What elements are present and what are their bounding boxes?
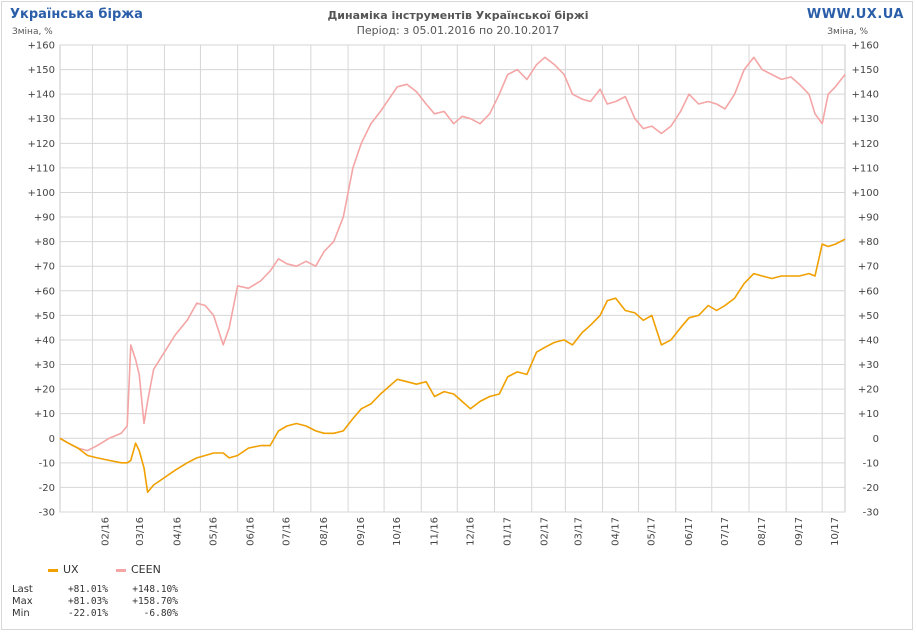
x-tick-label: 12/16 (465, 517, 476, 546)
y-tick-label-right: +90 (858, 213, 879, 224)
x-tick-label: 06/16 (246, 517, 257, 546)
y-tick-label-right: +160 (852, 41, 879, 52)
y-tick-label: -30 (39, 508, 55, 519)
y-tick-label: +160 (28, 41, 55, 52)
x-tick-label: 08/17 (757, 517, 768, 546)
y-tick-label-right: +50 (858, 311, 879, 322)
y-tick-label: +130 (28, 114, 55, 125)
x-tick-label: 07/16 (282, 517, 293, 546)
y-tick-label-right: -10 (863, 458, 879, 469)
y-tick-labels-right: +160+150+140+130+120+110+100+90+80+70+60… (852, 41, 879, 519)
plot-area (59, 44, 846, 513)
y-tick-labels-left: +160+150+140+130+120+110+100+90+80+70+60… (28, 41, 55, 519)
y-unit-left: Зміна, % (12, 27, 53, 37)
y-tick-label: +150 (28, 65, 55, 76)
y-tick-label: +100 (28, 188, 55, 199)
y-tick-label-right: -20 (863, 483, 879, 494)
grid-lines (59, 44, 846, 513)
stats-label: Last (12, 584, 33, 595)
stats-label: Max (12, 596, 33, 607)
x-tick-labels: 02/16 03/16 04/16 05/16 06/16 07/16 08/16 09/16… (100, 517, 841, 546)
y-tick-label: +50 (34, 311, 55, 322)
x-tick-label: 02/16 (100, 517, 111, 546)
y-tick-label: +20 (34, 385, 55, 396)
legend-item-ux[interactable]: UX (48, 563, 79, 576)
x-tick-label: 07/17 (720, 517, 731, 546)
x-tick-label: 03/17 (573, 517, 584, 546)
y-tick-label-right: 0 (873, 434, 879, 445)
y-tick-label-right: +20 (858, 385, 879, 396)
x-tick-label: 04/17 (611, 517, 622, 546)
x-tick-label: 02/17 (540, 517, 551, 546)
y-tick-label: +40 (34, 335, 55, 346)
series-lines (59, 56, 846, 494)
legend-swatch-ux (48, 568, 58, 572)
y-tick-label-right: +150 (852, 65, 879, 76)
y-tick-label-right: +130 (852, 114, 879, 125)
y-tick-label-right: +70 (858, 262, 879, 273)
stats-value-ceen: -6.80% (143, 608, 178, 619)
stats-value-ux: -22.01% (67, 608, 108, 619)
legend-label-ceen: CEEN (131, 563, 161, 576)
x-tick-label: 09/16 (356, 517, 367, 546)
y-tick-label: +70 (34, 262, 55, 273)
x-tick-label: 11/16 (429, 517, 440, 546)
y-tick-label-right: +110 (852, 163, 879, 174)
stats-value-ceen: +148.10% (132, 584, 178, 595)
y-tick-label: 0 (49, 434, 55, 445)
y-tick-label: -20 (39, 483, 55, 494)
y-tick-label: +60 (34, 286, 55, 297)
x-tick-label: 05/17 (647, 517, 658, 546)
x-tick-label: 06/17 (684, 517, 695, 546)
legend-swatch-ceen (116, 568, 126, 572)
legend-item-ceen[interactable]: CEEN (116, 563, 161, 576)
stats-value-ceen: +158.70% (132, 596, 178, 607)
y-tick-label: -10 (39, 458, 55, 469)
site-link[interactable]: WWW.UX.UA (806, 7, 904, 22)
y-tick-label-right: +140 (852, 90, 879, 101)
y-tick-label: +10 (34, 409, 55, 420)
chart-title: Динаміка інструментів Української біржі (327, 9, 589, 22)
brand-title[interactable]: Українська біржа (10, 7, 143, 22)
stats-value-ux: +81.01% (67, 584, 108, 595)
chart-period: Період: з 05.01.2016 по 20.10.2017 (356, 24, 560, 37)
legend-label-ux: UX (63, 563, 79, 576)
series-line-ux (59, 238, 846, 494)
y-tick-label-right: +100 (852, 188, 879, 199)
x-tick-label: 09/17 (794, 517, 805, 546)
x-tick-label: 04/16 (172, 517, 183, 546)
x-tick-label: 01/17 (503, 517, 514, 546)
y-tick-label-right: -30 (863, 508, 879, 519)
y-tick-label: +120 (28, 139, 55, 150)
y-tick-label-right: +10 (858, 409, 879, 420)
y-tick-label-right: +30 (858, 360, 879, 371)
y-tick-label: +80 (34, 237, 55, 248)
stats-label: Min (12, 608, 30, 619)
y-tick-label-right: +80 (858, 237, 879, 248)
y-tick-label: +90 (34, 213, 55, 224)
x-tick-label: 03/16 (135, 517, 146, 546)
y-tick-label: +140 (28, 90, 55, 101)
x-tick-label: 08/16 (319, 517, 330, 546)
y-unit-right: Зміна, % (827, 27, 868, 37)
y-tick-label: +30 (34, 360, 55, 371)
stats-value-ux: +81.03% (67, 596, 108, 607)
series-line-ceen (59, 56, 846, 452)
x-tick-label: 05/16 (208, 517, 219, 546)
y-tick-label-right: +40 (858, 335, 879, 346)
x-tick-label: 10/17 (830, 517, 841, 546)
y-tick-label: +110 (28, 163, 55, 174)
y-tick-label-right: +120 (852, 139, 879, 150)
y-tick-label-right: +60 (858, 286, 879, 297)
x-tick-label: 10/16 (392, 517, 403, 546)
